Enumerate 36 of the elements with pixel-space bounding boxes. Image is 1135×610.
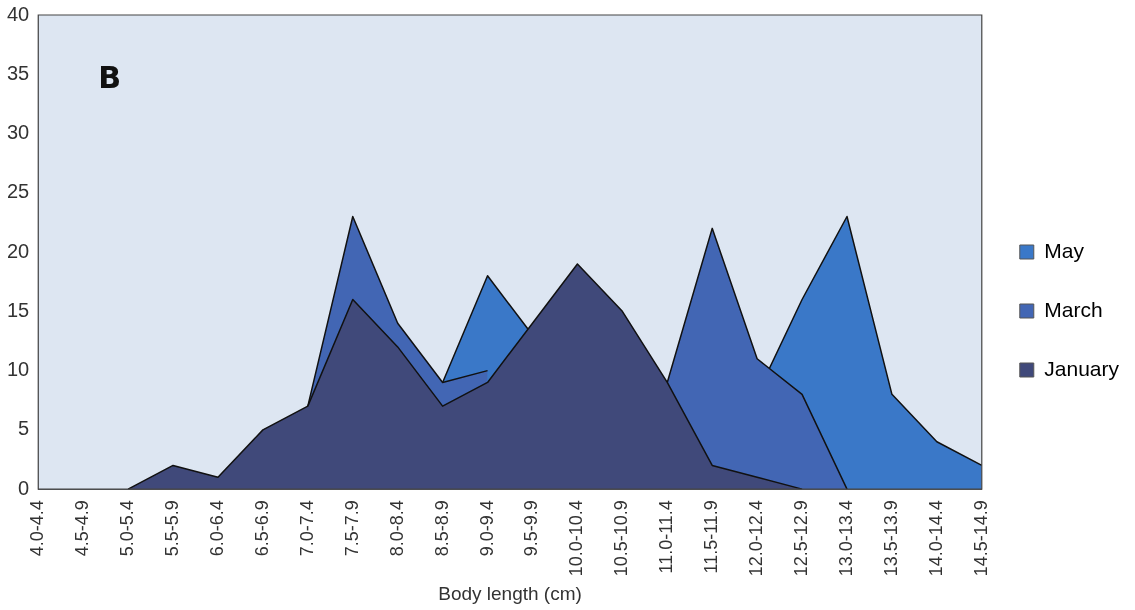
x-tick-label: 9.5-9.9 [521,500,542,557]
x-tick-label: 10.5-10.9 [611,500,632,577]
x-tick-label: 13.5-13.9 [880,500,901,577]
x-tick-label: 6.0-6.4 [206,500,227,557]
x-tick-label: 14.5-14.9 [970,500,991,577]
y-tick-label: 10 [7,358,30,381]
x-axis-title: Body length (cm) [438,582,582,604]
legend-label: January [1044,356,1120,380]
y-tick-label: 15 [7,298,30,321]
y-tick-label: 25 [7,180,30,203]
x-tick-label: 4.0-4.4 [27,500,48,557]
x-tick-label: 9.0-9.4 [476,500,497,557]
x-tick-label: 7.5-7.9 [341,500,362,557]
y-tick-label: 30 [7,121,30,144]
y-tick-label: 0 [18,476,30,499]
x-tick-label: 13.0-13.4 [835,500,856,577]
legend-label: May [1044,238,1085,262]
annotation: B [98,59,122,95]
x-tick-label: 14.0-14.4 [925,500,946,577]
y-tick-label: 35 [7,61,30,84]
x-tick-label: 12.5-12.9 [791,500,812,577]
x-tick-label: 7.0-7.4 [296,500,317,557]
x-tick-label: 5.0-5.4 [117,500,138,557]
x-tick-label: 6.5-6.9 [251,500,272,557]
y-tick-label: 40 [7,2,30,25]
x-tick-label: 11.0-11.4 [656,500,677,574]
x-tick-label: 8.5-8.9 [431,500,452,557]
x-tick-label: 4.5-4.9 [72,500,93,557]
x-tick-label: 8.0-8.4 [386,500,407,557]
x-tick-label: 10.0-10.4 [566,500,587,577]
x-tick-label: 12.0-12.4 [746,500,767,577]
x-tick-label: 11.5-11.9 [701,500,722,574]
y-tick-label: 20 [7,239,30,262]
legend-label: March [1044,297,1103,321]
x-tick-label: 5.5-5.9 [162,500,183,557]
y-tick-label: 5 [18,417,30,440]
